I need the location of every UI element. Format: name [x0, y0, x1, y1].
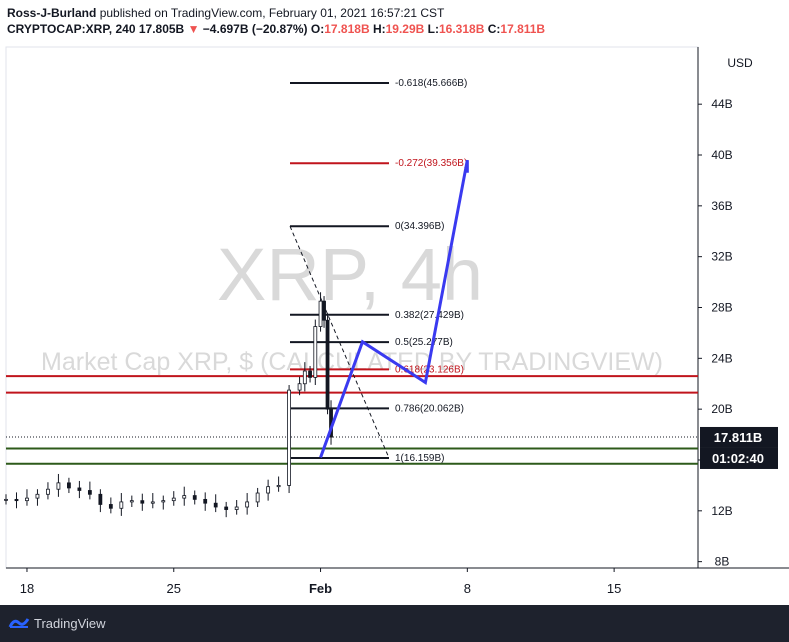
author-name[interactable]: Ross-J-Burland [7, 6, 97, 20]
candle-body [255, 492, 260, 503]
watermark-title: XRP, 4h [217, 233, 483, 316]
candle-body [77, 487, 82, 491]
high-label: H: [372, 22, 386, 36]
candle-body [224, 506, 229, 510]
x-tick-label: 25 [167, 581, 181, 596]
candle-body [213, 502, 218, 508]
candle-body [171, 497, 176, 502]
fib-level-label: -0.618(45.666B) [395, 78, 467, 89]
candle-body [161, 500, 166, 503]
published-text: published on TradingView.com, February 0… [99, 6, 445, 20]
symbol-name[interactable]: CRYPTOCAP:XRP, 240 [7, 22, 136, 36]
symbol-line: CRYPTOCAP:XRP, 240 17.805B ▼ −4.697B (−2… [7, 22, 545, 36]
chart-header: Ross-J-Burland published on TradingView.… [0, 0, 789, 40]
last-value: 17.805B [138, 22, 185, 36]
candle-body [98, 493, 103, 505]
currency-label: USD [727, 56, 753, 70]
candle-body [150, 501, 155, 504]
candle-body [119, 501, 124, 509]
open-label: O: [310, 22, 325, 36]
candle-body [287, 389, 291, 486]
publish-line: Ross-J-Burland published on TradingView.… [7, 6, 444, 20]
fib-level-label: 1(16.159B) [395, 453, 444, 464]
candle-body [297, 383, 302, 391]
low-label: L: [427, 22, 439, 36]
candle-body [313, 326, 318, 378]
candle-body [14, 498, 19, 502]
candle-body [140, 500, 145, 504]
countdown-tag [700, 447, 778, 469]
y-tick-label: 32B [711, 250, 732, 264]
candle-body [108, 504, 113, 509]
candle-body [276, 485, 281, 488]
candle-body [302, 370, 307, 385]
candle-body [318, 300, 323, 327]
candle-body [87, 490, 92, 495]
candle-body [67, 482, 71, 489]
y-tick-label: 8B [715, 555, 730, 569]
open-value: 17.818B [324, 22, 370, 36]
candle-body [4, 498, 8, 501]
tradingview-brand[interactable]: TradingView [34, 616, 106, 631]
candle-body [56, 482, 61, 490]
candle-body [182, 495, 187, 499]
last-price-tag-label: 17.811B [714, 430, 762, 445]
fib-level-label: 0(34.396B) [395, 221, 444, 232]
change-value: −4.697B (−20.87%) [202, 22, 308, 36]
y-tick-label: 44B [711, 97, 732, 111]
candle-body [129, 500, 134, 503]
projection-path[interactable] [319, 159, 469, 458]
close-label: C: [487, 22, 501, 36]
candle-body [245, 501, 250, 508]
candle-body [35, 493, 40, 499]
fib-level-label: 0.618(23.126B) [395, 364, 464, 375]
x-tick-label: 18 [20, 581, 34, 596]
x-tick-label: 8 [464, 581, 471, 596]
candle-body [192, 495, 197, 500]
y-tick-label: 40B [711, 148, 732, 162]
countdown-tag-label: 01:02:40 [712, 451, 764, 466]
high-value: 19.29B [385, 22, 425, 36]
fib-level-label: 0.5(25.277B) [395, 337, 453, 348]
y-tick-label: 20B [711, 402, 732, 416]
candle-body [234, 506, 239, 510]
y-tick-label: 12B [711, 504, 732, 518]
x-tick-label: Feb [309, 581, 332, 596]
candle-body [322, 300, 326, 321]
fib-trend-line[interactable] [289, 226, 390, 459]
x-tick-label: 15 [607, 581, 621, 596]
last-price-tag [700, 426, 778, 448]
close-value: 17.811B [500, 22, 546, 36]
change-arrow-icon: ▼ [187, 22, 200, 36]
y-tick-label: 28B [711, 301, 732, 315]
candle-body [46, 488, 50, 495]
fib-level-label: 0.382(27.429B) [395, 310, 464, 321]
fib-level-label: -0.272(39.356B) [395, 158, 467, 169]
fib-level-label: 0.786(20.062B) [395, 403, 464, 414]
footer-bar: TradingView [0, 605, 789, 642]
low-value: 16.318B [439, 22, 485, 36]
tradingview-logo-icon[interactable] [8, 615, 30, 631]
y-tick-label: 36B [711, 199, 732, 213]
candle-body [25, 497, 29, 502]
y-tick-label: 24B [711, 351, 732, 365]
candle-body [203, 498, 208, 504]
candle-body [325, 319, 330, 410]
candle-body [266, 486, 271, 494]
candle-body [308, 370, 312, 378]
chart-background [0, 40, 789, 605]
